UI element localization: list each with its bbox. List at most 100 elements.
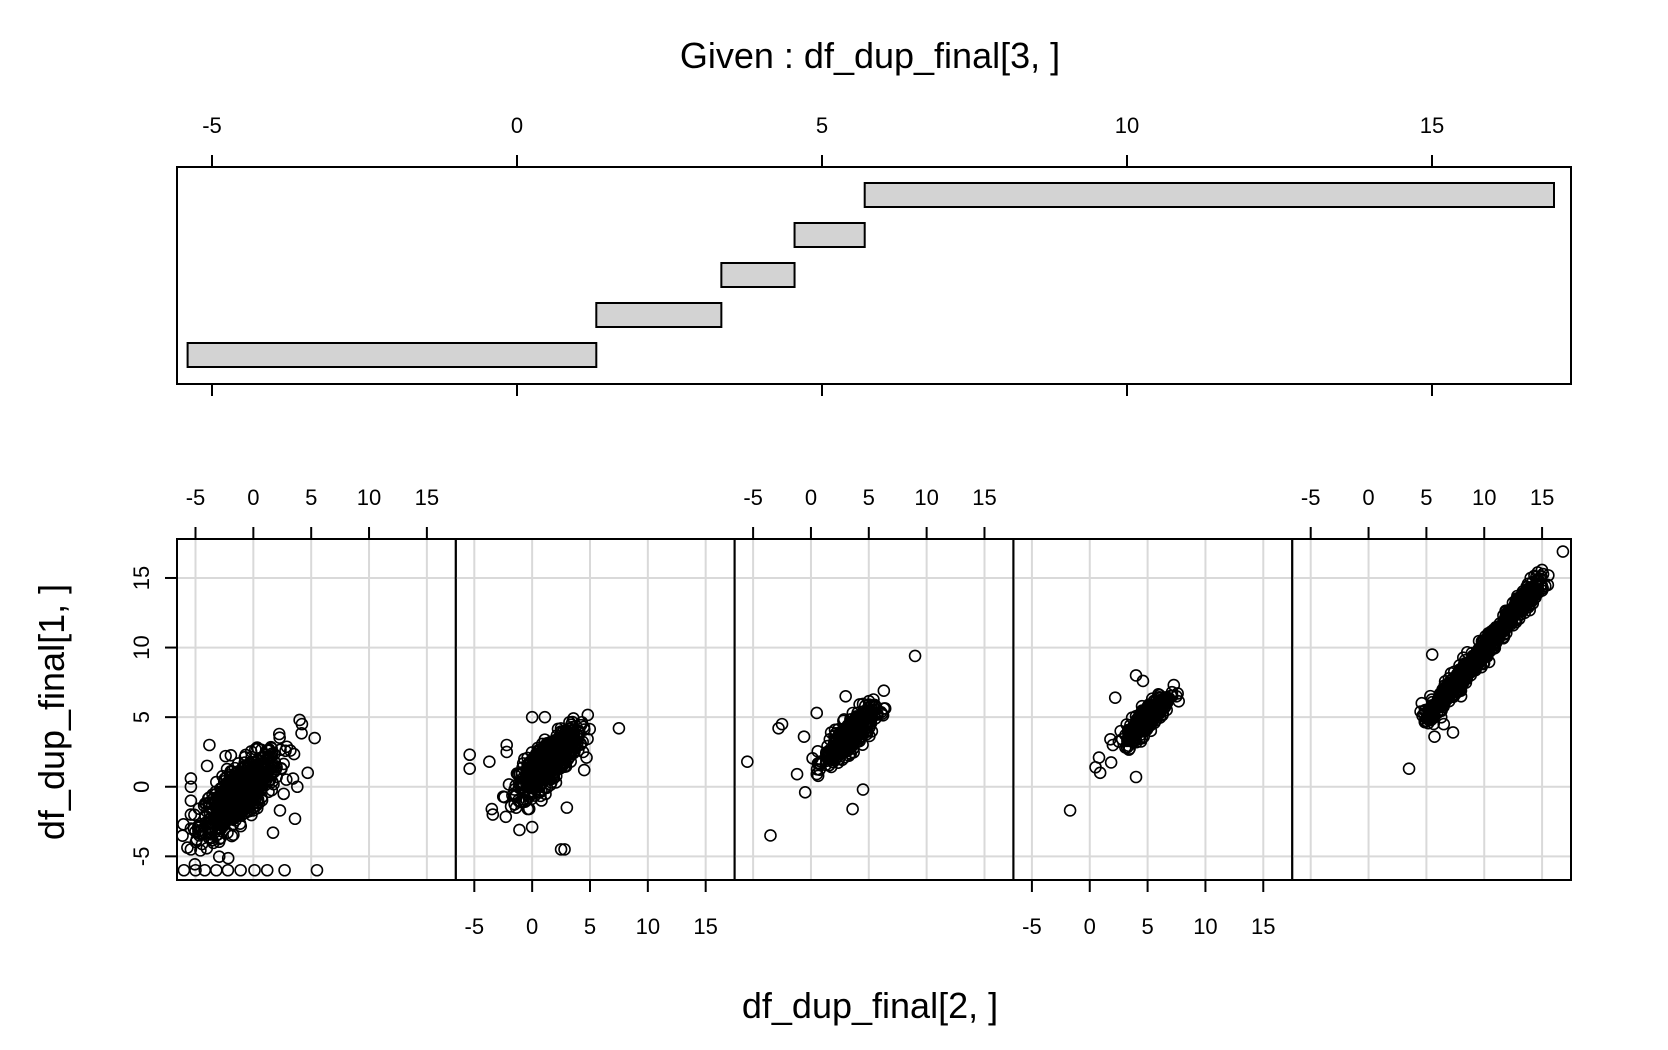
data-point	[301, 766, 315, 780]
data-point	[831, 722, 845, 736]
x-tick-label: 0	[526, 914, 538, 939]
data-point	[177, 863, 191, 877]
data-point	[218, 818, 231, 831]
scatter-panel: -5 0 5 10 15 -5 0 5 10 15	[129, 485, 457, 881]
data-point	[1477, 634, 1491, 647]
x-tick-label: 15	[972, 485, 996, 510]
x-tick-label: 0	[1084, 914, 1096, 939]
data-point	[1427, 717, 1441, 731]
data-point	[272, 727, 286, 741]
data-point	[1129, 770, 1143, 784]
data-point	[266, 826, 280, 839]
data-point	[839, 689, 852, 703]
data-point	[1147, 694, 1161, 708]
data-point	[819, 747, 833, 761]
data-point	[1122, 739, 1135, 753]
panel-frame	[454, 538, 736, 881]
data-point	[214, 818, 228, 832]
given-tick-label: 0	[511, 113, 523, 138]
data-point	[243, 787, 256, 800]
data-point	[234, 863, 247, 877]
data-point	[1523, 589, 1536, 603]
data-point	[1115, 732, 1129, 746]
data-point	[1518, 606, 1532, 620]
data-point	[558, 843, 571, 856]
data-point	[219, 793, 233, 807]
given-tick-label: 10	[1115, 113, 1139, 138]
data-point	[525, 710, 539, 724]
data-point	[1418, 715, 1432, 729]
data-point	[509, 788, 523, 802]
data-point	[525, 820, 539, 834]
data-point	[310, 863, 324, 877]
data-point	[1156, 692, 1170, 706]
data-point	[580, 751, 593, 764]
data-point	[1106, 738, 1120, 752]
data-point	[612, 721, 626, 735]
data-point	[1506, 618, 1520, 632]
data-point	[248, 863, 261, 877]
data-point	[1442, 694, 1456, 708]
data-point	[1125, 723, 1138, 736]
data-point	[1530, 570, 1543, 584]
data-point	[1426, 702, 1440, 716]
data-point	[835, 753, 849, 767]
y-tick-label: -5	[129, 847, 154, 867]
data-point	[279, 744, 292, 758]
data-point	[772, 721, 785, 735]
data-point	[273, 804, 287, 817]
data-point	[500, 745, 514, 759]
data-point	[825, 745, 839, 759]
x-tick-label: 0	[247, 485, 259, 510]
data-point	[846, 802, 859, 816]
data-point	[500, 738, 514, 752]
data-point	[509, 801, 523, 814]
data-point	[1415, 696, 1429, 710]
data-point	[1402, 762, 1416, 775]
data-point	[264, 767, 277, 780]
data-point	[813, 757, 827, 770]
x-tick-label: 15	[1251, 914, 1275, 939]
data-point	[224, 749, 238, 762]
data-point	[856, 783, 870, 796]
data-point	[486, 808, 500, 821]
data-point	[205, 831, 218, 845]
data-point	[1466, 651, 1479, 665]
data-point	[483, 755, 496, 768]
data-point	[552, 735, 566, 749]
data-point	[849, 722, 862, 735]
data-point	[266, 760, 280, 774]
data-point	[798, 786, 812, 799]
data-point	[577, 763, 591, 777]
data-point	[554, 843, 568, 856]
data-point	[1497, 630, 1511, 644]
data-point	[228, 794, 241, 808]
y-axis-label: df_dup_final[1, ]	[31, 584, 72, 840]
data-point	[1108, 691, 1122, 704]
data-point	[1167, 678, 1181, 692]
data-point	[192, 825, 205, 838]
data-point	[1132, 732, 1146, 746]
data-point	[1484, 631, 1498, 645]
data-point	[581, 708, 595, 722]
data-point	[184, 808, 198, 821]
data-point	[275, 762, 288, 776]
data-point	[1147, 703, 1160, 717]
data-point	[241, 762, 255, 775]
data-point	[203, 738, 216, 752]
data-point	[235, 785, 249, 798]
data-point	[877, 684, 891, 698]
data-point	[200, 759, 214, 773]
data-point	[229, 799, 243, 813]
data-point	[1446, 726, 1460, 739]
data-point	[1427, 709, 1440, 723]
data-point	[295, 717, 309, 731]
data-point	[525, 792, 538, 806]
data-point	[550, 756, 564, 770]
data-point	[202, 797, 215, 810]
data-point	[295, 726, 308, 740]
data-point	[288, 812, 302, 826]
y-tick-label: 0	[129, 781, 154, 793]
data-point	[1480, 648, 1494, 662]
